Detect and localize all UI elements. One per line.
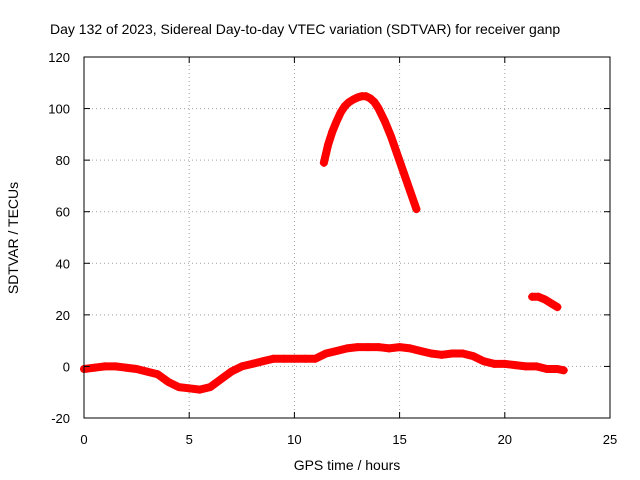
data-point bbox=[248, 359, 257, 368]
data-point bbox=[324, 140, 333, 149]
data-point bbox=[143, 367, 152, 376]
data-point bbox=[374, 343, 383, 352]
data-point bbox=[469, 352, 478, 361]
data-point bbox=[132, 365, 141, 374]
y-axis-label: SDTVAR / TECUs bbox=[5, 182, 21, 294]
data-point bbox=[370, 98, 379, 107]
data-point bbox=[366, 94, 375, 103]
data-point bbox=[500, 359, 509, 368]
data-point bbox=[122, 363, 131, 372]
data-point bbox=[553, 303, 562, 312]
data-point bbox=[227, 367, 236, 376]
data-point bbox=[237, 362, 246, 371]
x-tick-label: 0 bbox=[80, 432, 87, 447]
data-point bbox=[458, 349, 467, 358]
data-point bbox=[90, 363, 99, 372]
data-point bbox=[540, 295, 549, 304]
x-tick-label: 15 bbox=[392, 432, 406, 447]
data-point bbox=[542, 365, 551, 374]
data-point bbox=[521, 362, 530, 371]
axis-ticks: 0 5 10 15 20 25 -20 0 20 40 60 80 100 120 bbox=[48, 50, 617, 447]
data-point bbox=[479, 357, 488, 366]
x-axis-label: GPS time / hours bbox=[294, 457, 401, 473]
data-point bbox=[319, 158, 328, 167]
data-point bbox=[387, 132, 396, 141]
x-tick-label: 25 bbox=[603, 432, 617, 447]
data-point bbox=[328, 127, 337, 136]
data-point bbox=[349, 95, 358, 104]
data-point bbox=[101, 362, 110, 371]
data-point bbox=[490, 359, 499, 368]
series-arc bbox=[319, 92, 421, 214]
y-tick-label: 120 bbox=[48, 50, 70, 65]
y-tick-label: 100 bbox=[48, 102, 70, 117]
y-tick-label: 60 bbox=[56, 205, 70, 220]
data-point bbox=[380, 117, 389, 126]
data-point bbox=[406, 187, 415, 196]
data-point bbox=[511, 361, 520, 370]
y-tick-label: 40 bbox=[56, 256, 70, 271]
data-point bbox=[416, 346, 425, 355]
y-tick-label: 20 bbox=[56, 308, 70, 323]
x-tick-label: 10 bbox=[287, 432, 301, 447]
data-point bbox=[185, 384, 194, 393]
data-point bbox=[153, 370, 162, 379]
data-point bbox=[353, 93, 362, 102]
data-point bbox=[547, 299, 556, 308]
data-point bbox=[311, 354, 320, 363]
y-tick-label: 0 bbox=[63, 359, 70, 374]
data-point bbox=[269, 354, 278, 363]
data-point bbox=[406, 344, 415, 353]
data-point bbox=[216, 375, 225, 384]
plot-frame bbox=[83, 56, 611, 419]
series-main bbox=[80, 343, 568, 394]
data-point bbox=[258, 357, 267, 366]
data-point bbox=[279, 354, 288, 363]
data-point bbox=[448, 349, 457, 358]
data-point bbox=[553, 365, 562, 374]
data-point bbox=[437, 350, 446, 359]
data-point bbox=[345, 98, 354, 107]
y-tick-label: -20 bbox=[51, 411, 70, 426]
data-point bbox=[393, 150, 402, 159]
data-point bbox=[559, 366, 568, 375]
data-point bbox=[340, 101, 349, 110]
data-point bbox=[174, 383, 183, 392]
data-point bbox=[534, 292, 543, 301]
data-point bbox=[195, 385, 204, 394]
data-point bbox=[364, 343, 373, 352]
data-point bbox=[374, 104, 383, 113]
series-late-segment bbox=[528, 292, 562, 312]
data-point bbox=[206, 383, 215, 392]
data-point bbox=[353, 343, 362, 352]
data-point bbox=[361, 92, 370, 101]
data-point bbox=[385, 344, 394, 353]
x-tick-label: 5 bbox=[186, 432, 193, 447]
data-point bbox=[343, 344, 351, 353]
y-tick-label: 80 bbox=[56, 153, 70, 168]
data-series bbox=[80, 92, 568, 394]
data-point bbox=[412, 205, 421, 214]
chart-title: Day 132 of 2023, Sidereal Day-to-day VTE… bbox=[50, 21, 560, 37]
data-point bbox=[399, 169, 408, 178]
data-point bbox=[321, 349, 330, 358]
data-point bbox=[427, 349, 436, 358]
data-point bbox=[332, 346, 341, 355]
data-point bbox=[300, 354, 309, 363]
x-tick-label: 20 bbox=[498, 432, 512, 447]
data-point bbox=[111, 362, 120, 371]
data-point bbox=[532, 362, 541, 371]
data-point bbox=[332, 117, 341, 126]
data-point bbox=[290, 354, 299, 363]
data-point bbox=[336, 108, 345, 117]
data-point bbox=[164, 377, 173, 386]
data-point bbox=[395, 343, 404, 352]
